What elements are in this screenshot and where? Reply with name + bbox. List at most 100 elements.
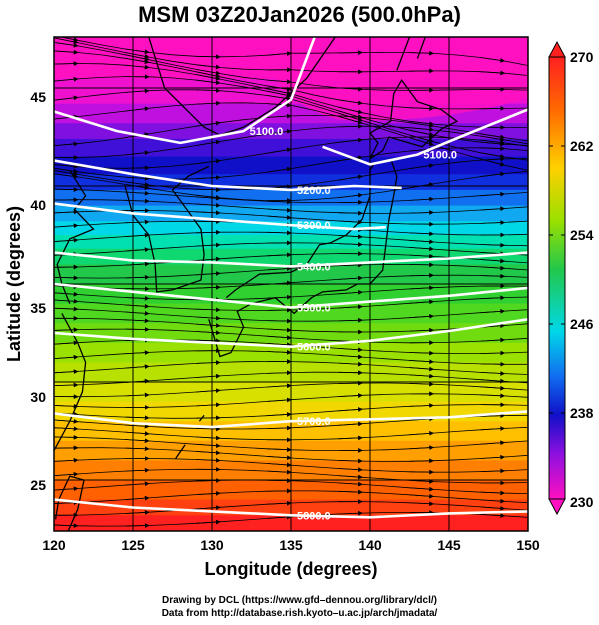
- streamline-arrow: [267, 230, 292, 236]
- streamline-arrow: [54, 141, 79, 147]
- streamline-arrow: [480, 385, 506, 391]
- y-tick-label: 25: [30, 477, 46, 493]
- streamline-arrow: [409, 486, 434, 492]
- streamline-arrow: [409, 403, 434, 408]
- streamline-arrow: [125, 438, 150, 444]
- streamline-arrow: [409, 458, 434, 464]
- streamline-arrow: [338, 481, 363, 487]
- streamline-arrow: [409, 381, 434, 387]
- map-title: MSM 03Z20Jan2026 (500.0hPa): [138, 2, 461, 27]
- height-contour: [54, 159, 402, 192]
- streamline-arrow: [338, 155, 363, 162]
- streamline-arrow: [54, 457, 79, 463]
- streamline-arrow: [409, 163, 434, 169]
- streamline-arrow: [54, 95, 79, 101]
- streamline-arrow: [125, 431, 150, 436]
- streamline-arrow: [409, 285, 434, 291]
- y-tick-label: 40: [30, 197, 46, 213]
- streamline-arrow: [196, 79, 221, 85]
- streamline-arrow: [54, 237, 79, 243]
- streamline-arrow: [196, 388, 221, 393]
- streamline-arrow: [125, 310, 150, 316]
- streamline-arrow: [196, 457, 221, 463]
- height-contour: [54, 282, 528, 309]
- streamline-arrow: [125, 446, 150, 452]
- streamline-arrow: [196, 256, 221, 262]
- streamline-arrow: [409, 366, 434, 372]
- streamline-arrow: [125, 88, 150, 94]
- streamline-arrow: [338, 317, 363, 323]
- streamline-arrow: [125, 198, 150, 204]
- streamline-arrow: [125, 510, 150, 515]
- streamline-arrow: [480, 308, 506, 314]
- streamline-arrow: [267, 318, 292, 324]
- streamline-arrow: [267, 113, 292, 119]
- streamline-arrow: [125, 232, 150, 238]
- streamline-arrow: [338, 210, 363, 216]
- streamline-arrow: [125, 247, 150, 253]
- streamline-arrow: [409, 478, 434, 484]
- streamline-arrow: [54, 369, 79, 375]
- streamline-arrow: [338, 110, 363, 120]
- lat-lon-grid: [54, 37, 528, 531]
- streamline-arrow: [409, 210, 434, 215]
- streamline-arrow: [480, 454, 506, 460]
- streamline-arrow: [125, 48, 150, 55]
- streamline-arrow: [196, 64, 221, 70]
- streamline-arrow: [54, 403, 79, 409]
- height-contour: [54, 318, 528, 348]
- streamline-arrow: [196, 338, 221, 344]
- x-tick-label: 135: [279, 537, 303, 553]
- streamline-arrow: [125, 350, 150, 356]
- y-tick-label: 45: [30, 89, 46, 105]
- streamline-arrow: [480, 505, 506, 511]
- streamline-arrow: [196, 330, 221, 336]
- streamline-arrow: [409, 430, 434, 436]
- streamline-arrow: [196, 229, 221, 235]
- streamline-arrow: [267, 469, 292, 475]
- streamline-arrow: [409, 299, 434, 305]
- streamline-arrow: [54, 61, 79, 66]
- streamline-arrow: [338, 304, 363, 310]
- streamline-arrow: [409, 493, 434, 499]
- x-tick-label: 150: [516, 537, 540, 553]
- streamline-arrow: [480, 350, 506, 356]
- coastline: [148, 37, 336, 136]
- streamline-arrow: [54, 306, 79, 312]
- streamline-arrow: [409, 239, 434, 245]
- streamline-arrow: [409, 246, 434, 252]
- streamline-arrow: [409, 313, 434, 319]
- streamline-arrow: [267, 215, 292, 220]
- streamline-arrow: [338, 99, 363, 106]
- streamline-arrow: [338, 262, 363, 268]
- streamline-arrow: [125, 165, 150, 171]
- streamline-arrow: [409, 327, 434, 333]
- streamline-arrow: [54, 163, 79, 169]
- contour-label: 5200.0: [297, 185, 331, 197]
- streamline-arrow: [338, 290, 363, 295]
- streamline-arrow: [338, 137, 363, 143]
- streamline-arrow: [480, 393, 506, 399]
- streamline-arrow: [338, 219, 363, 225]
- streamline-arrow: [480, 413, 506, 419]
- streamline-arrow: [125, 219, 150, 225]
- streamline-arrow: [125, 274, 150, 280]
- streamline-arrow: [338, 421, 363, 427]
- streamline-arrow: [480, 337, 506, 343]
- streamline-arrow: [267, 500, 292, 506]
- y-tick-label: 35: [30, 300, 46, 316]
- x-axis-ticks: 120 125 130 135 140 145 150: [42, 537, 540, 553]
- streamline-arrow: [125, 57, 150, 65]
- streamline-arrow: [480, 57, 506, 63]
- streamline-arrow: [196, 88, 221, 93]
- streamline-arrow: [54, 354, 79, 360]
- streamline-arrow: [196, 194, 221, 200]
- contour-label: 5100.0: [423, 150, 457, 162]
- height-contour: [54, 498, 528, 519]
- height-contour: [54, 410, 528, 429]
- streamline-arrow: [196, 175, 221, 180]
- streamline-arrow: [267, 102, 292, 108]
- colorbar-tick-label: 246: [570, 316, 594, 332]
- x-axis-label: Longitude (degrees): [204, 559, 377, 579]
